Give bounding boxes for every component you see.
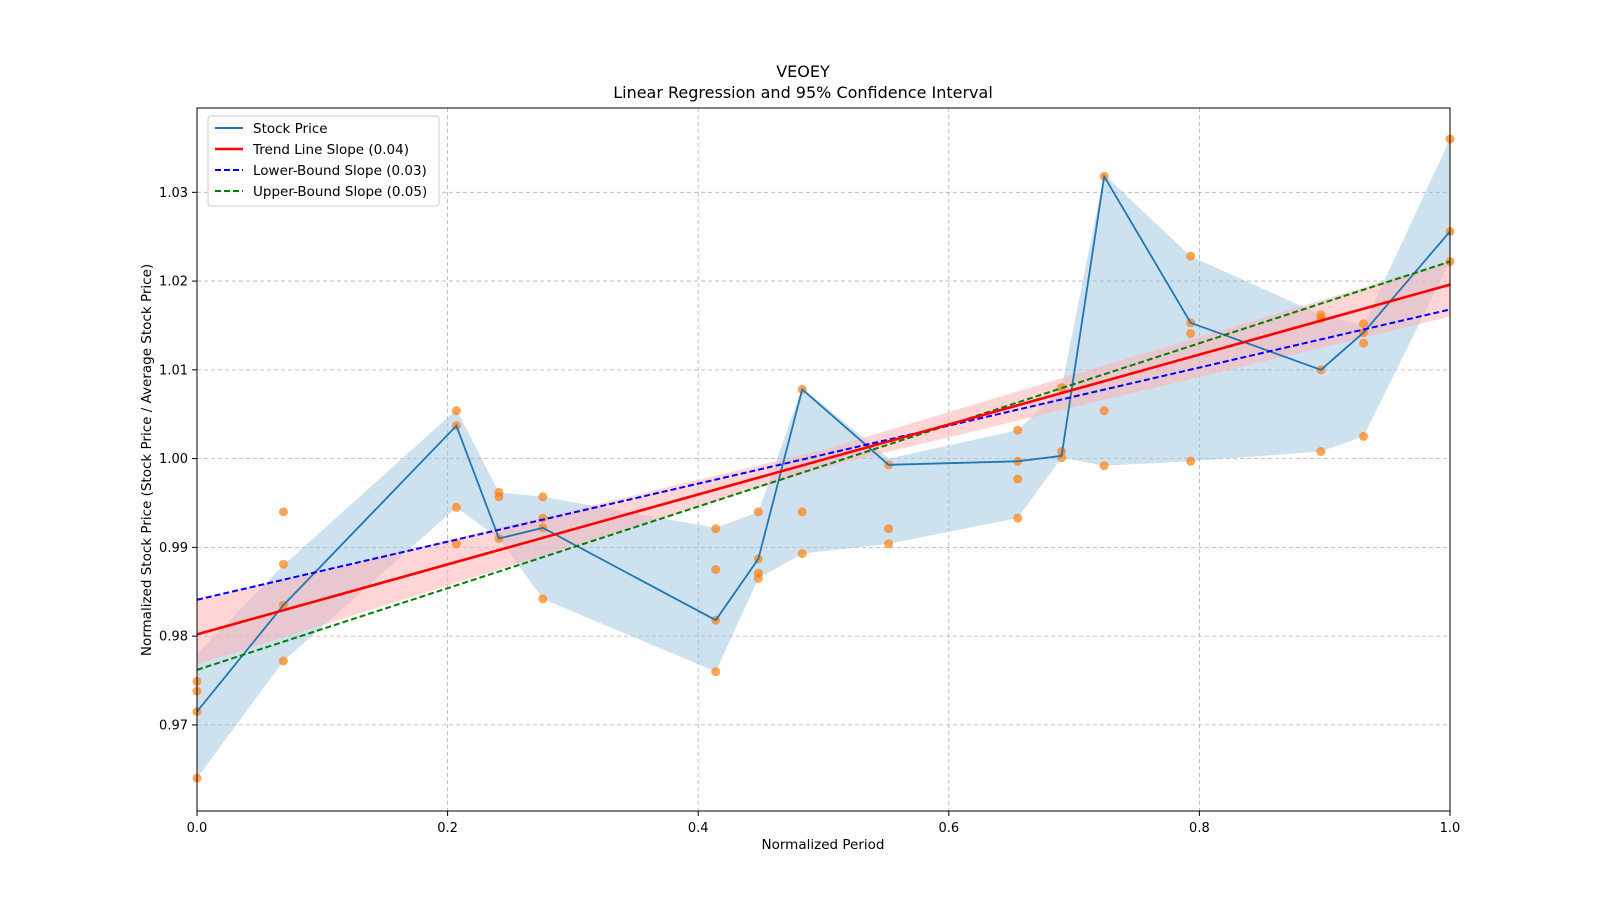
scatter-point	[278, 559, 288, 569]
scatter-point	[884, 539, 894, 549]
upper-bound-line	[196, 260, 1451, 671]
y-tick-label: 1.01	[159, 363, 188, 378]
x-axis-ticks: 0.0 0.2 0.4 0.6 0.8 1.0	[187, 811, 1461, 836]
scatter-point	[451, 502, 461, 512]
legend-upper-label: Upper-Bound Slope (0.05)	[253, 184, 427, 200]
scatter-point	[1013, 513, 1023, 523]
scatter-point	[278, 507, 288, 517]
scatter-point	[1013, 425, 1023, 435]
x-tick-label: 0.2	[437, 821, 458, 836]
scatter-point	[538, 492, 548, 502]
scatter-point	[711, 667, 721, 677]
chart-subtitle: Linear Regression and 95% Confidence Int…	[613, 83, 993, 102]
scatter-point	[1316, 447, 1326, 457]
scatter-point	[494, 487, 504, 497]
scatter-point	[1186, 251, 1196, 261]
y-tick-label: 1.00	[159, 452, 188, 467]
trend-band-area	[197, 261, 1450, 665]
scatter-point	[1359, 338, 1369, 348]
plot-frame	[196, 107, 1451, 812]
legend-box	[207, 115, 440, 207]
y-tick-label: 0.97	[159, 718, 188, 733]
scatter-point	[711, 524, 721, 534]
scatter-point	[538, 594, 548, 604]
x-axis-label: Normalized Period	[762, 837, 885, 853]
y-axis-ticks: 0.97 0.98 0.99 1.00 1.01 1.02 1.03	[159, 186, 197, 733]
scatter-point	[1186, 456, 1196, 466]
y-tick-label: 0.99	[159, 541, 188, 556]
scatter-point	[753, 507, 763, 517]
scatter-point	[1316, 310, 1326, 320]
x-tick-label: 0.0	[187, 821, 208, 836]
scatter-point	[1099, 461, 1109, 471]
chart-lines	[196, 173, 1451, 713]
y-axis-label: Normalized Stock Price (Stock Price / Av…	[139, 264, 155, 656]
scatter-point	[1359, 319, 1369, 329]
scatter-point	[1099, 406, 1109, 416]
legend-stock-label: Stock Price	[253, 121, 328, 137]
x-tick-label: 0.4	[688, 821, 709, 836]
scatter-point	[1359, 431, 1369, 441]
scatter-point	[711, 565, 721, 575]
scatter-point	[797, 549, 807, 559]
y-tick-label: 1.03	[159, 186, 188, 201]
scatter-point	[278, 656, 288, 666]
x-tick-label: 0.6	[938, 821, 959, 836]
scatter-point	[884, 524, 894, 534]
legend-trend-label: Trend Line Slope (0.04)	[252, 142, 409, 158]
lower-bound-line	[196, 308, 1451, 601]
stock-price-line	[196, 173, 1451, 713]
x-tick-label: 0.8	[1189, 821, 1210, 836]
y-tick-label: 1.02	[159, 275, 188, 290]
trend-line	[196, 283, 1451, 636]
scatter-point	[1013, 474, 1023, 484]
scatter-point	[451, 539, 461, 549]
scatter-point	[451, 406, 461, 416]
scatter-point	[753, 568, 763, 578]
scatter-point	[797, 507, 807, 517]
chart-title: VEOEY	[776, 62, 830, 81]
legend: Stock Price Trend Line Slope (0.04) Lowe…	[207, 115, 440, 207]
trend-confidence-band	[197, 261, 1450, 665]
y-tick-label: 0.98	[159, 630, 188, 645]
legend-lower-label: Lower-Bound Slope (0.03)	[253, 163, 427, 179]
x-tick-label: 1.0	[1440, 821, 1461, 836]
scatter-point	[1186, 328, 1196, 338]
